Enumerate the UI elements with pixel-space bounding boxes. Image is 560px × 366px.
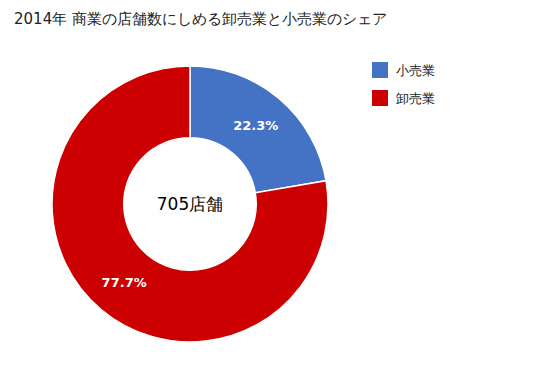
center-label: 705店舗: [157, 194, 223, 214]
legend: 小売業卸売業: [372, 62, 435, 106]
legend-label: 小売業: [396, 63, 435, 78]
title: 2014年 商業の店舗数にしめる卸売業と小売業のシェア: [14, 10, 387, 28]
data-labels: 22.3% 77.7%: [102, 118, 279, 289]
slice: [52, 66, 328, 342]
data-label: 22.3%: [233, 118, 278, 133]
slice: [190, 66, 326, 193]
chart-container: 2014年 商業の店舗数にしめる卸売業と小売業のシェア 22.3% 77.7% 705…: [0, 0, 560, 366]
chart-svg: 2014年 商業の店舗数にしめる卸売業と小売業のシェア 22.3% 77.7% 705…: [0, 0, 560, 366]
slices: [52, 66, 328, 342]
legend-swatch: [372, 90, 388, 106]
data-label: 77.7%: [102, 275, 147, 290]
legend-swatch: [372, 62, 388, 78]
legend-label: 卸売業: [396, 91, 435, 106]
